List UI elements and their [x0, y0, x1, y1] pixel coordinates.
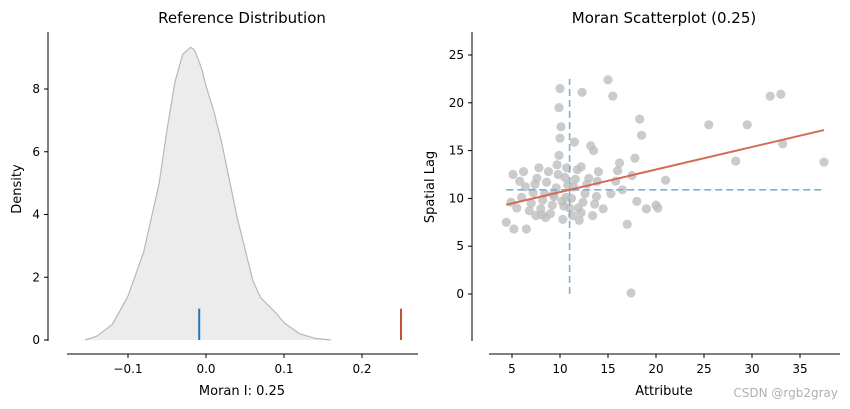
- y-tick-label: 0: [32, 333, 40, 347]
- left-x-axis-label: Moran I: 0.25: [199, 384, 285, 399]
- scatter-point: [577, 87, 587, 97]
- scatter-point: [608, 91, 618, 101]
- scatter-point: [591, 191, 602, 202]
- scatter-point: [558, 214, 568, 224]
- scatter-point: [543, 167, 554, 177]
- scatter-point: [537, 210, 547, 220]
- scatter-point: [603, 75, 613, 85]
- scatter-point: [584, 173, 594, 183]
- scatter-point: [515, 176, 525, 186]
- scatter-point: [606, 189, 616, 199]
- scatter-point: [588, 211, 598, 221]
- scatter-point: [555, 133, 565, 143]
- scatter-point: [598, 204, 608, 214]
- scatter-point: [552, 160, 562, 170]
- density-area: [85, 47, 331, 341]
- scatter-point: [555, 83, 565, 94]
- scatter-point: [576, 208, 586, 218]
- scatter-point: [576, 162, 586, 172]
- y-tick-label: 10: [449, 191, 464, 205]
- scatter-point: [570, 174, 581, 184]
- regression-line: [506, 129, 825, 206]
- scatter-point: [534, 163, 544, 173]
- scatter-point: [556, 122, 566, 132]
- left-chart-title: Reference Distribution: [158, 9, 326, 27]
- x-tick-label: 15: [600, 362, 615, 376]
- y-tick-label: 4: [32, 208, 40, 222]
- scatter-point: [742, 120, 752, 130]
- scatter-point: [580, 189, 590, 199]
- scatter-point: [574, 215, 584, 225]
- scatter-point: [637, 130, 647, 140]
- x-tick-label: 35: [792, 362, 807, 376]
- x-tick-label: 20: [648, 362, 663, 376]
- scatter-point: [704, 120, 714, 130]
- x-tick-label: 0.0: [196, 362, 215, 376]
- scatter-point: [532, 173, 542, 183]
- scatter-point: [518, 167, 529, 177]
- scatter-point: [590, 199, 600, 209]
- scatter-point: [560, 172, 570, 182]
- scatter-point: [542, 177, 552, 187]
- scatter-point: [626, 288, 636, 298]
- scatter-point: [661, 175, 671, 185]
- scatter-point: [565, 203, 575, 213]
- right-x-axis-label: Attribute: [635, 384, 692, 399]
- scatter-point: [778, 139, 788, 149]
- x-tick-label: 0.1: [274, 362, 293, 376]
- y-tick-label: 6: [32, 145, 40, 159]
- scatter-point: [614, 158, 625, 168]
- scatter-point: [524, 206, 534, 216]
- watermark: CSDN @rgb2gray: [733, 386, 838, 400]
- density-curve: [84, 46, 331, 341]
- scatter-point: [653, 203, 663, 213]
- y-tick-label: 0: [456, 287, 464, 301]
- scatter-point: [554, 103, 564, 113]
- y-tick-label: 25: [449, 48, 464, 62]
- scatter-point: [630, 153, 640, 163]
- x-tick-label: 30: [744, 362, 759, 376]
- scatter-point: [776, 89, 786, 99]
- reference-distribution-plot: 0 2 4 6 8 −0.1 0.0 0.1 0.2: [32, 32, 418, 376]
- scatter-point: [557, 196, 567, 206]
- scatter-point: [622, 219, 632, 229]
- y-tick-label: 5: [456, 239, 464, 253]
- right-chart-title: Moran Scatterplot (0.25): [572, 9, 757, 27]
- right-y-axis-label: Spatial Lag: [423, 151, 438, 223]
- scatter-point: [509, 224, 519, 234]
- y-tick-label: 20: [449, 96, 464, 110]
- scatter-point: [819, 157, 829, 167]
- scatter-point: [765, 91, 775, 101]
- scatter-point: [641, 204, 652, 214]
- moran-scatterplot: 0 5 10 15 20 25 5 10 15 20 25 30 35: [449, 32, 840, 376]
- scatter-point: [569, 137, 580, 147]
- x-tick-label: 5: [508, 362, 516, 376]
- scatter-point: [635, 114, 645, 124]
- scatter-point: [526, 198, 536, 208]
- scatter-point: [566, 193, 577, 203]
- scatter-point: [501, 217, 511, 227]
- scatter-point: [521, 224, 532, 234]
- scatter-point: [554, 150, 564, 160]
- scatter-point: [512, 203, 522, 213]
- scatter-point: [731, 156, 741, 166]
- x-tick-label: 25: [696, 362, 711, 376]
- scatter-point: [589, 146, 599, 156]
- scatter-point: [578, 197, 588, 207]
- scatter-point: [632, 196, 642, 206]
- x-tick-label: −0.1: [113, 362, 142, 376]
- scatter-point: [613, 166, 623, 176]
- x-tick-label: 10: [552, 362, 567, 376]
- y-tick-label: 15: [449, 144, 464, 158]
- scatter-point: [508, 169, 518, 180]
- scatter-point: [547, 200, 557, 210]
- y-tick-label: 8: [32, 82, 40, 96]
- scatter-point: [545, 209, 556, 219]
- x-tick-label: 0.2: [352, 362, 371, 376]
- left-y-axis-label: Density: [10, 164, 25, 214]
- y-tick-label: 2: [32, 270, 40, 284]
- scatter-point: [593, 167, 604, 177]
